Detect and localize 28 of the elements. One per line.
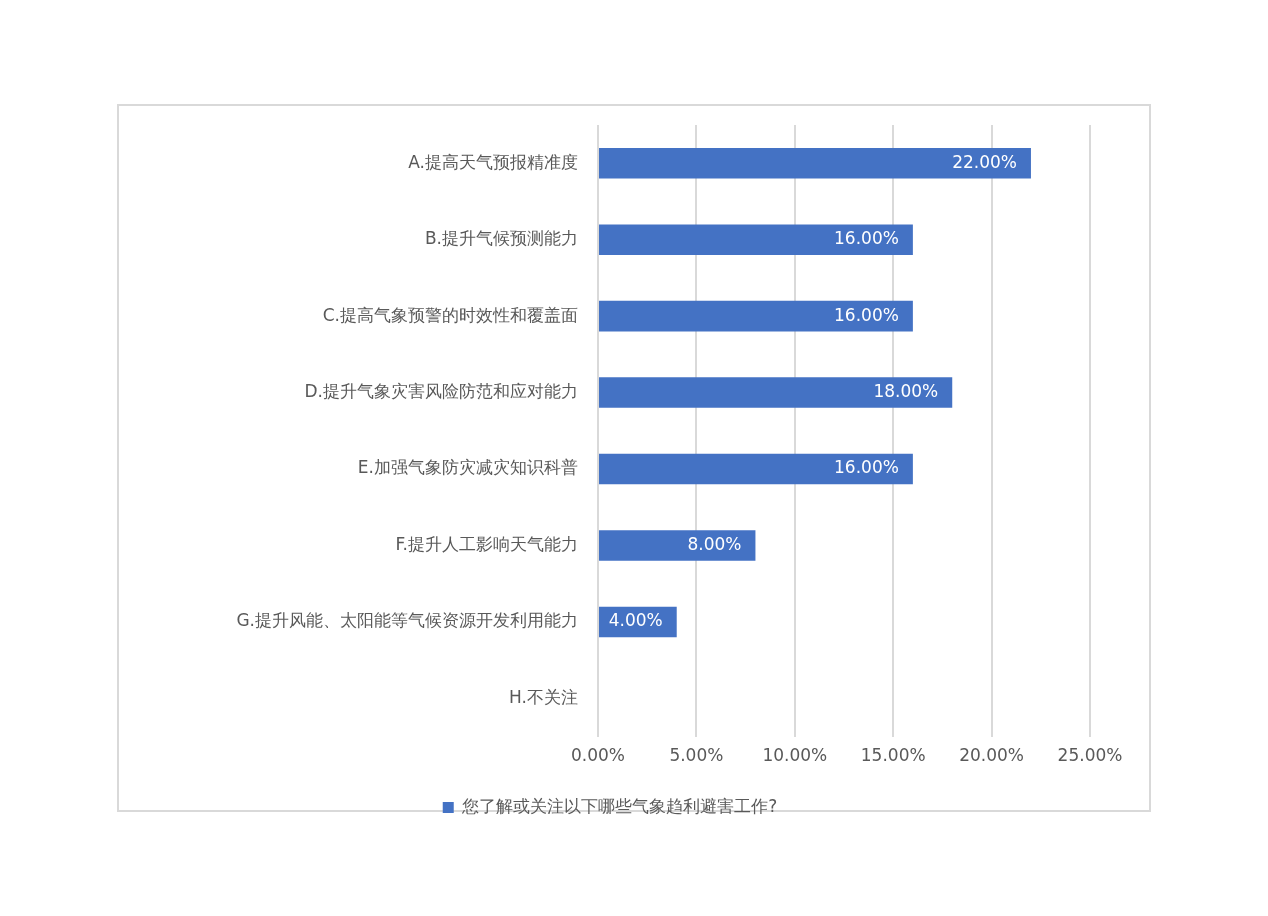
data-label: 18.00% [873,381,939,401]
bar [599,300,913,332]
bar [599,530,756,561]
data-label: 22.00% [952,151,1017,172]
y-tick-label: D.提升气象灾害风险防范和应对能力 [304,381,578,401]
y-tick-label: E.加强气象防灾减灾知识科普 [357,457,578,478]
data-label: 4.00% [608,610,663,631]
x-tick-label: 25.00% [1057,745,1123,766]
y-tick-label: H.不关注 [509,686,578,707]
y-tick-label: F.提升人工影响天气能力 [395,533,578,554]
y-tick-label: A.提高天气预报精准度 [408,151,578,172]
x-tick-label: 0.00% [570,745,626,766]
data-label: 16.00% [834,228,899,249]
y-tick-label: B.提升气候预测能力 [424,228,578,249]
data-label: 16.00% [834,457,899,478]
legend-label: 您了解或关注以下哪些气象趋利避害工作? [461,795,778,816]
x-tick-label: 5.00% [669,745,724,766]
data-label: 8.00% [687,533,742,554]
x-tick-label: 20.00% [959,745,1025,766]
bar [599,377,953,408]
bar [599,453,913,485]
bar [599,224,913,255]
x-tick-label: 10.00% [762,745,828,766]
y-tick-label: G.提升风能、太阳能等气候资源开发利用能力 [236,610,578,631]
x-tick-label: 15.00% [860,745,926,766]
data-label: 16.00% [834,304,899,325]
bar [599,147,1031,179]
y-tick-label: C.提高气象预警的时效性和覆盖面 [322,304,578,325]
